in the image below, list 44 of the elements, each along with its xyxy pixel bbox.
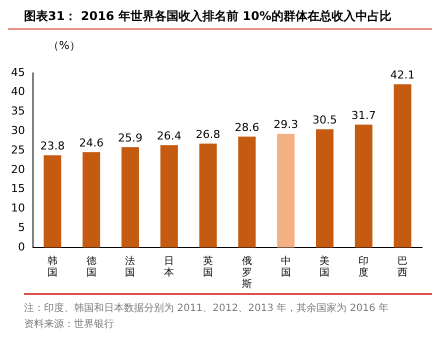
text: 注：印度、韩国和日本数据分别为 2011、2012、2013 年，其余国家为 2016 年 bbox=[24, 302, 390, 315]
bar bbox=[238, 136, 256, 248]
y-tick-label: 35 bbox=[10, 104, 25, 118]
x-tick-label: 美国 bbox=[320, 254, 330, 278]
data-label: 26.8 bbox=[196, 128, 220, 141]
bar bbox=[394, 84, 412, 248]
bar bbox=[160, 145, 178, 248]
y-tick-label: 5 bbox=[18, 220, 25, 234]
data-label: 25.9 bbox=[118, 131, 142, 144]
y-tick-label: 20 bbox=[10, 162, 25, 176]
bar bbox=[82, 152, 100, 248]
data-label: 30.5 bbox=[312, 114, 337, 127]
y-tick-label: 15 bbox=[10, 182, 25, 196]
y-tick-label: 0 bbox=[18, 240, 25, 254]
y-tick-label: 45 bbox=[10, 66, 25, 79]
x-tick-label: 中国 bbox=[280, 254, 291, 278]
x-tick-label: 印度 bbox=[358, 254, 369, 278]
data-label: 24.6 bbox=[79, 136, 104, 150]
x-tick-label: 韩国 bbox=[47, 254, 58, 278]
x-tick-label: 日本 bbox=[164, 256, 174, 278]
data-label: 23.8 bbox=[40, 140, 65, 153]
y-tick-label: 25 bbox=[10, 143, 25, 156]
data-label: 26.4 bbox=[156, 129, 182, 142]
text: 资料来源：世界银行 bbox=[24, 318, 115, 331]
y-tick-label: 30 bbox=[10, 124, 25, 138]
data-label: 42.1 bbox=[390, 68, 415, 82]
bar bbox=[44, 155, 62, 248]
data-label: 29.3 bbox=[274, 118, 298, 132]
data-label: 31.7 bbox=[351, 108, 376, 122]
y-tick-label: 40 bbox=[10, 85, 25, 98]
y-tick-label: 10 bbox=[10, 202, 25, 215]
bar bbox=[121, 147, 139, 248]
x-tick-label: 巴西 bbox=[398, 256, 408, 278]
data-label: 28.6 bbox=[234, 120, 260, 134]
bar bbox=[316, 129, 334, 248]
bar bbox=[277, 134, 295, 248]
x-tick-label: 德国 bbox=[86, 256, 96, 278]
bar bbox=[354, 124, 372, 248]
x-tick-label: 英国 bbox=[203, 254, 214, 278]
x-tick-label: 法国 bbox=[125, 254, 136, 278]
bar bbox=[199, 144, 217, 248]
chart-title: 图表31： 2016 年世界各国收入排名前 10%的群体在总收入中占比 bbox=[8, 8, 432, 30]
x-tick-label: 俄罗斯 bbox=[242, 254, 252, 290]
y-axis-title: （%） bbox=[47, 38, 82, 53]
